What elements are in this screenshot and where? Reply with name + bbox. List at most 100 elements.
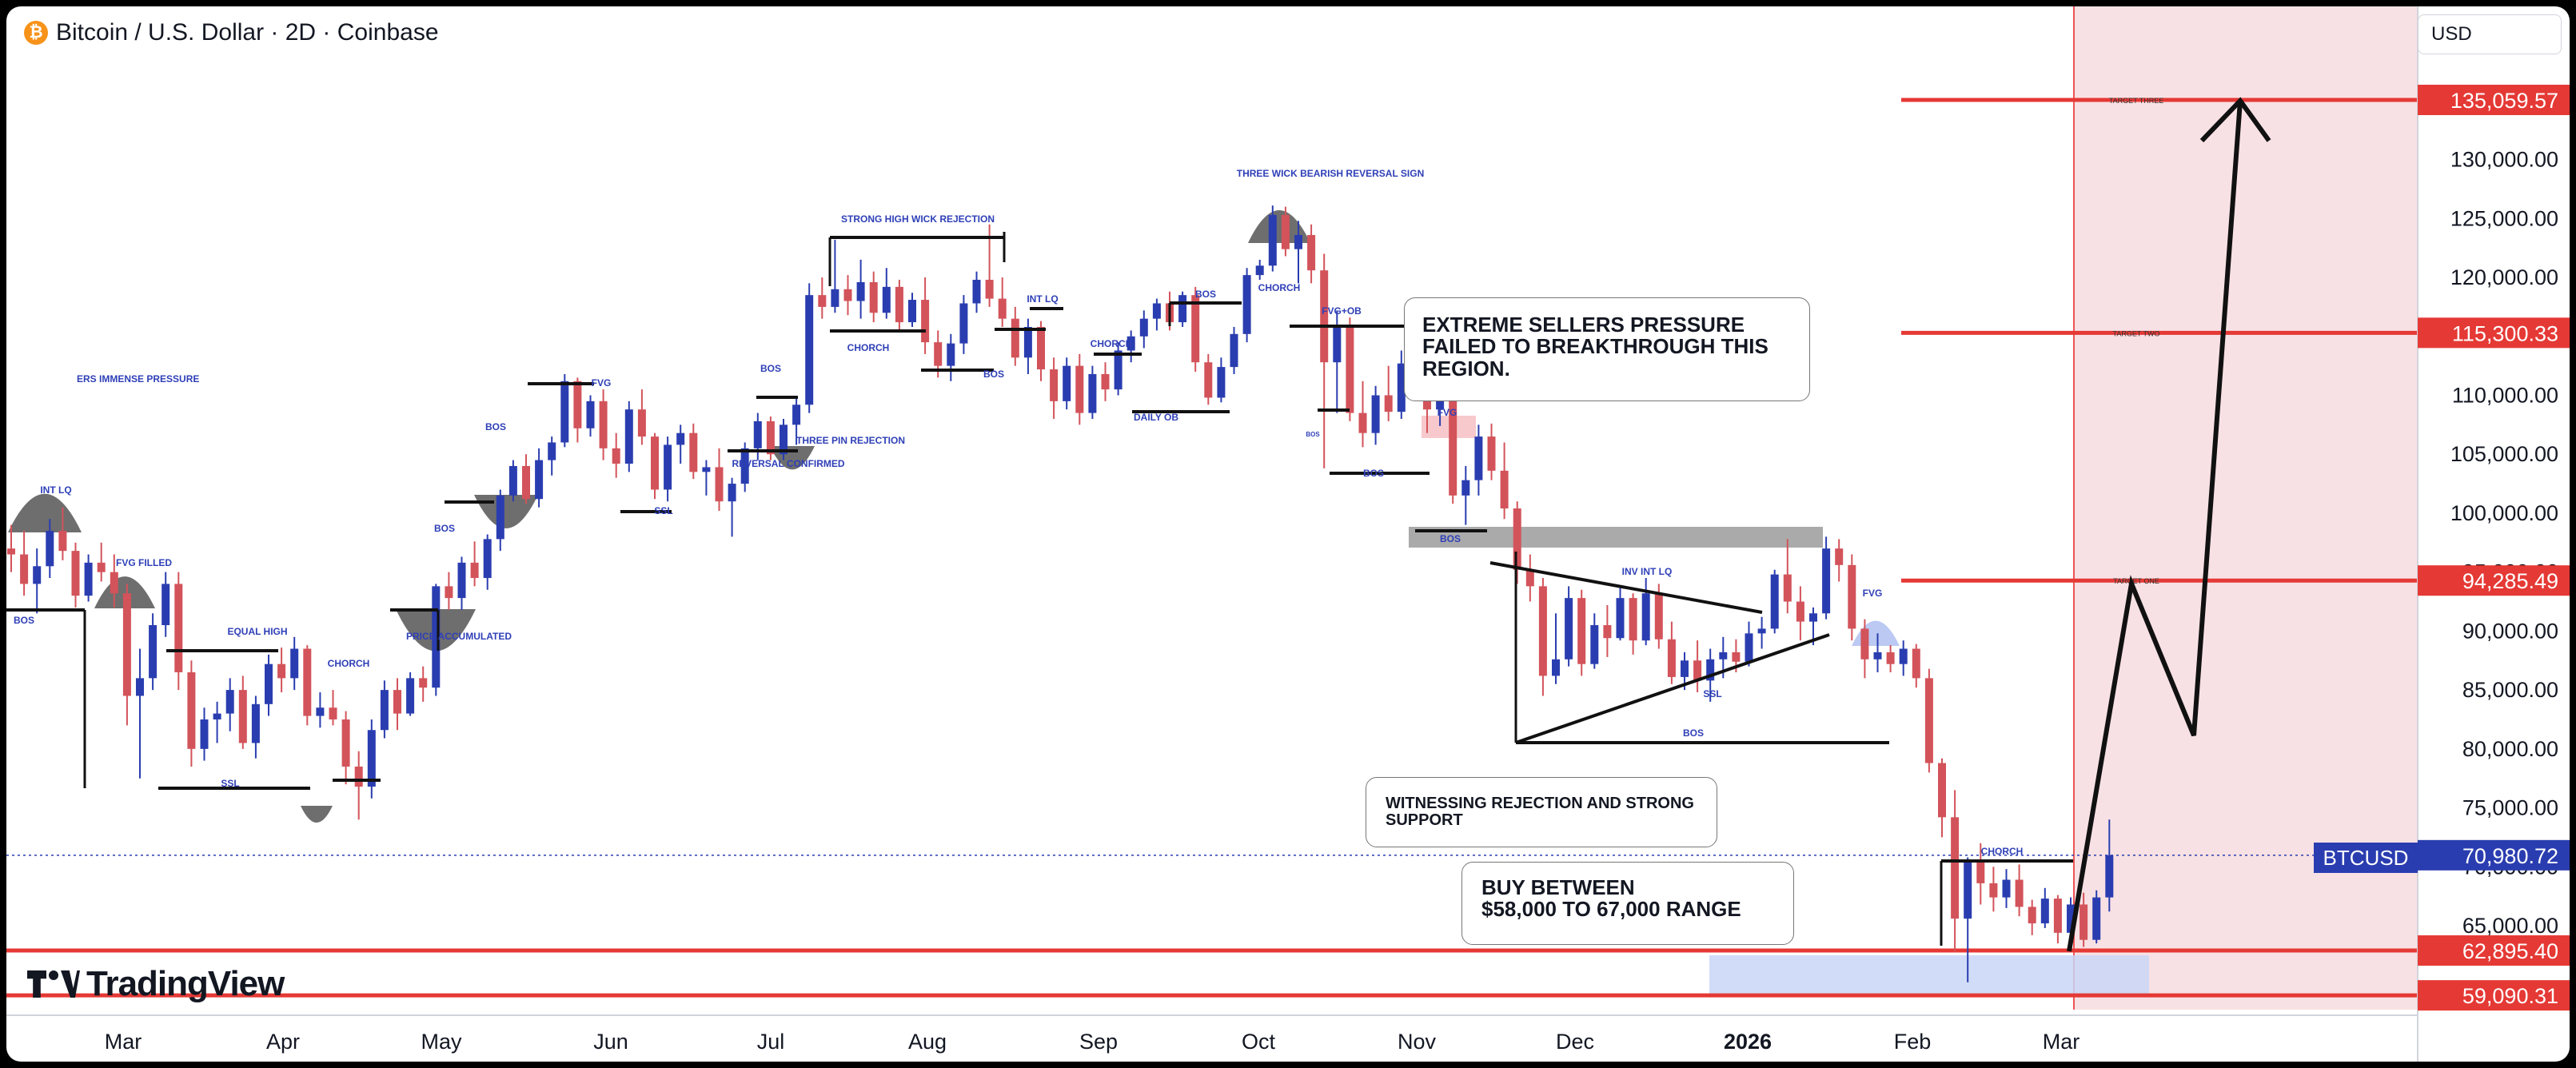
level-name: TARGET THREE: [2109, 97, 2164, 105]
annotation-label: EQUAL HIGH: [227, 626, 287, 637]
annotation-label: SSL: [654, 505, 672, 516]
candle-body: [445, 586, 453, 599]
current-price-tag-bg: [2418, 839, 2570, 871]
annotation-label: INT LQ: [1027, 293, 1058, 305]
price-tag-bg: [2418, 935, 2570, 966]
highlight-semicircle: [94, 576, 155, 608]
candle-body: [1023, 326, 1032, 358]
candle-body: [71, 551, 80, 596]
candle-body: [612, 448, 620, 464]
candle-body: [599, 400, 608, 448]
candle-body: [1745, 633, 1753, 662]
candle-body: [1667, 639, 1676, 677]
candle-body: [1487, 436, 1496, 471]
y-tick-label: 85,000.00: [2462, 678, 2558, 702]
x-tick-label: Oct: [1242, 1030, 1276, 1054]
candle-body: [818, 295, 827, 307]
y-tick-label: 105,000.00: [2450, 442, 2558, 466]
candle-body: [740, 448, 749, 484]
candle-body: [1500, 470, 1509, 509]
annotation-label: PRICE ACCUMULATED: [406, 631, 512, 642]
annotation-label: THREE WICK BEARISH REVERSAL SIGN: [1237, 168, 1424, 179]
annotation-label: BOS: [760, 363, 781, 374]
candle-body: [1899, 648, 1908, 664]
price-tag-bg: [2418, 565, 2570, 596]
candle-body: [1242, 275, 1251, 334]
annotation-label: BOS: [1440, 533, 1461, 544]
candle-body: [1565, 598, 1573, 660]
candle-body: [1693, 660, 1702, 681]
candle-body: [702, 467, 711, 472]
symbol-tag: BTCUSD: [2323, 846, 2409, 870]
candle-body: [1706, 659, 1715, 681]
annotation-label: INV INT LQ: [1622, 566, 1673, 577]
level-name: TARGET TWO: [2112, 329, 2159, 337]
candle-body: [2067, 904, 2075, 933]
candle-body: [1603, 625, 1612, 639]
highlight-semicircle: [8, 493, 82, 532]
price-tag-label: 59,090.31: [2462, 984, 2558, 1008]
candle-body: [1101, 373, 1110, 390]
highlight-semicircle: [301, 806, 333, 823]
annotation-label: BOS: [1363, 468, 1384, 479]
candle-body: [1178, 295, 1187, 323]
candle-body: [1822, 548, 1831, 614]
candle-body: [1384, 395, 1393, 412]
annotation-label: CHORCH: [328, 658, 370, 669]
candle-body: [676, 432, 685, 445]
tradingview-logo[interactable]: TradingView: [27, 964, 285, 1004]
candle-body: [1075, 365, 1084, 413]
candle-body: [908, 300, 916, 323]
candle-body: [1139, 318, 1148, 337]
chart-title[interactable]: Bitcoin / U.S. Dollar · 2D · Coinbase: [56, 19, 439, 46]
candle-body: [1886, 652, 1895, 664]
fvg-zone: [1422, 416, 1476, 438]
candle-body: [664, 444, 672, 490]
currency-select[interactable]: USD: [2418, 14, 2562, 54]
candle-body: [33, 566, 42, 584]
x-tick-label: Apr: [266, 1030, 300, 1054]
candle-body: [947, 343, 955, 366]
candle-body: [161, 584, 170, 626]
candle-body: [303, 648, 312, 716]
candle-body: [934, 342, 943, 366]
candle-body: [329, 707, 337, 719]
candle-body: [1719, 652, 1728, 660]
annotation-label: SSL: [221, 778, 239, 789]
candle-body: [548, 442, 556, 460]
candle-body: [1525, 569, 1534, 587]
candle-body: [1513, 508, 1521, 570]
candle-body: [2080, 904, 2088, 940]
candle-body: [1474, 436, 1483, 480]
annotation-label: BOS: [14, 615, 34, 626]
price-tag-label: 135,059.57: [2450, 89, 2558, 113]
candle-body: [1783, 574, 1792, 602]
candle-body: [831, 289, 839, 307]
candle-body: [7, 548, 15, 555]
candle-body: [341, 719, 350, 767]
candle-body: [1230, 333, 1238, 368]
y-tick-label: 130,000.00: [2450, 148, 2558, 172]
structure-line: [1489, 561, 1763, 614]
x-tick-label: Mar: [105, 1030, 142, 1054]
candle-body: [869, 281, 878, 313]
candle-body: [187, 671, 196, 749]
candle-body: [1835, 548, 1844, 565]
candle-body: [213, 713, 221, 719]
chart-canvas[interactable]: TARGET THREE TARGET TWO TARGET ONE ERS IMM…: [6, 6, 2570, 1062]
candle-body: [1538, 586, 1547, 676]
candle-body: [406, 678, 415, 714]
buy-zone: [1709, 955, 2149, 995]
candle-body: [1088, 373, 1097, 413]
price-tag-bg: [2418, 317, 2570, 349]
candle-body: [97, 562, 106, 572]
candle-body: [136, 678, 144, 696]
callout-buy-range: BUY BETWEEN $58,000 TO 67,000 RANGE: [1461, 862, 1794, 945]
callout-rejection-support: WITNESSING REJECTION AND STRONG SUPPORT: [1366, 777, 1717, 847]
annotation-label: SSL: [1703, 688, 1721, 699]
annotation-label: REVERSAL CONFIRMED: [732, 458, 844, 469]
candle-body: [2028, 907, 2036, 924]
candle-body: [496, 495, 504, 540]
annotation-label: DAILY OB: [1134, 412, 1178, 423]
y-tick-label: 125,000.00: [2450, 206, 2558, 230]
